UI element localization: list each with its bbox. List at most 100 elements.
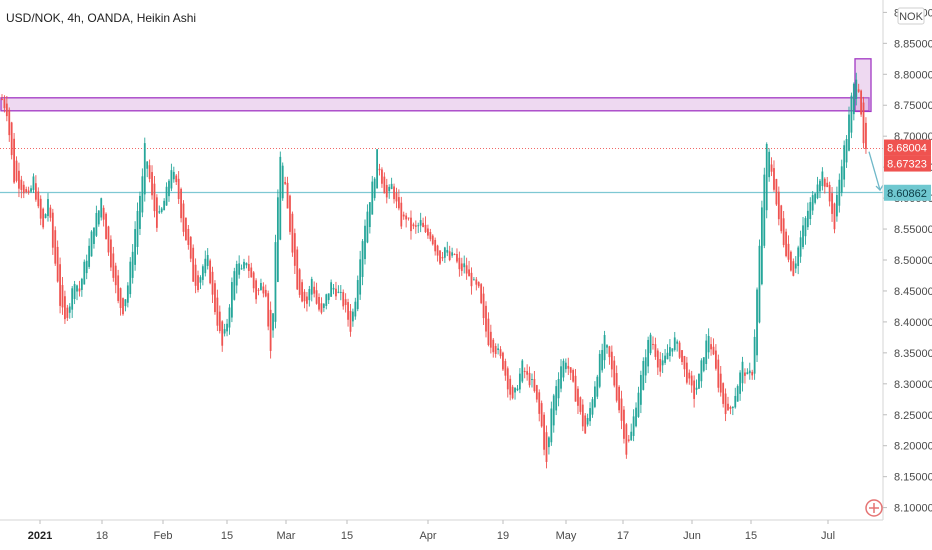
candle: [470, 267, 473, 295]
annotation-layer[interactable]: [0, 58, 883, 194]
candle: [175, 174, 178, 186]
time-tick-label: 15: [745, 530, 757, 542]
candle: [22, 181, 25, 199]
candle: [47, 193, 49, 222]
candle: [332, 284, 335, 295]
candle: [429, 228, 432, 242]
candle: [746, 368, 749, 375]
candle: [555, 380, 558, 416]
candle: [700, 358, 703, 388]
candle: [117, 269, 120, 304]
candle: [185, 217, 187, 241]
candle: [25, 186, 28, 194]
candle: [349, 304, 352, 337]
candle: [577, 386, 579, 415]
alert-icon[interactable]: [865, 499, 883, 517]
candle: [548, 436, 550, 455]
candle: [458, 251, 461, 277]
time-tick-label: Apr: [419, 530, 436, 542]
candle: [240, 264, 243, 270]
candle: [654, 337, 657, 360]
candle: [685, 356, 688, 385]
candle: [313, 281, 316, 298]
candle: [557, 372, 560, 407]
candle: [274, 234, 277, 329]
candle: [252, 271, 255, 293]
candle: [509, 375, 512, 401]
candle: [688, 369, 691, 385]
candle: [286, 176, 289, 209]
candle: [310, 276, 313, 302]
candle: [545, 425, 548, 469]
candle: [388, 184, 391, 199]
candle: [211, 266, 214, 304]
candle: [770, 157, 773, 177]
candle: [463, 255, 466, 274]
candle: [676, 339, 679, 352]
time-tick-label: Jun: [683, 530, 701, 542]
price-tick-label: 8.85000: [894, 38, 932, 50]
candle: [110, 235, 112, 272]
candle: [538, 389, 541, 422]
candle: [247, 255, 250, 279]
candle: [342, 289, 345, 310]
candle: [44, 213, 47, 219]
candle: [419, 212, 422, 233]
candle: [485, 301, 487, 338]
candle: [526, 364, 529, 381]
candle: [591, 397, 594, 418]
candle: [523, 367, 526, 379]
time-axis[interactable]: 2021 18 Feb 15 Mar 15 Apr 19 May 17 Jun 15 Jul: [28, 520, 835, 542]
candle: [451, 247, 454, 258]
candle: [293, 228, 296, 275]
candle: [192, 244, 195, 282]
candle: [301, 279, 303, 303]
price-tag-label: 8.67323: [887, 159, 927, 171]
candle: [298, 268, 301, 298]
candle: [80, 277, 83, 297]
candle: [598, 350, 601, 389]
candle: [126, 282, 129, 308]
projection-arrow-line[interactable]: [868, 151, 881, 191]
candle: [487, 312, 490, 347]
candle: [550, 401, 553, 446]
projection-arrow-head: [875, 184, 884, 192]
candle: [678, 340, 681, 359]
candle: [153, 176, 156, 218]
candle: [64, 290, 66, 324]
candle: [639, 370, 642, 414]
candle: [659, 351, 662, 377]
candle: [468, 260, 470, 277]
candle: [642, 357, 645, 391]
candle: [30, 185, 32, 193]
candle: [586, 413, 589, 427]
candle: [393, 183, 395, 204]
candle: [775, 178, 778, 206]
candle: [8, 107, 11, 142]
resistance-zone-rect[interactable]: [0, 97, 870, 112]
candle: [260, 278, 262, 291]
candle: [281, 162, 284, 201]
candle: [443, 246, 446, 263]
price-tags: 8.68004 8.67323 8.60862: [884, 139, 931, 201]
candle: [562, 358, 565, 382]
candle: [85, 254, 88, 280]
candle: [763, 167, 766, 249]
candle: [516, 384, 519, 392]
candle: [482, 286, 485, 326]
price-tick-label: 8.80000: [894, 69, 932, 81]
candle: [182, 200, 185, 237]
candle: [613, 356, 616, 388]
candle: [797, 245, 800, 275]
candle: [284, 176, 287, 186]
candle: [143, 137, 146, 202]
candle: [289, 194, 291, 235]
candle: [644, 349, 647, 384]
candle: [489, 324, 492, 354]
candle: [460, 257, 463, 276]
candle: [257, 287, 260, 296]
candle: [49, 204, 52, 222]
candle: [18, 162, 20, 198]
candle: [724, 388, 727, 422]
